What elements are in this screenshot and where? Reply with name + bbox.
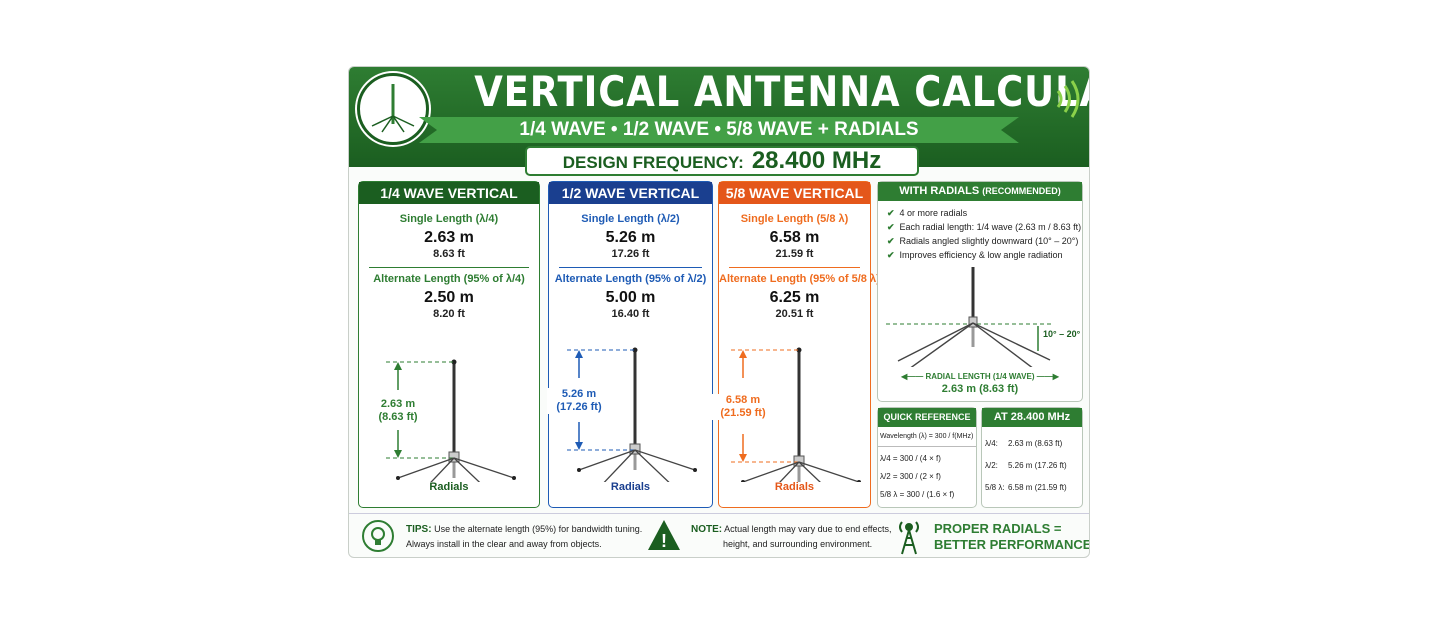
freq-label: DESIGN FREQUENCY: bbox=[562, 153, 744, 172]
check-icon: ✔ bbox=[887, 222, 895, 232]
radials-list: ✔ 4 or more radials ✔ Each radial length: … bbox=[878, 201, 1082, 261]
wavelength-formula: Wavelength (λ) = 300 / f(MHz) bbox=[878, 427, 976, 447]
warning-icon: ! bbox=[648, 520, 680, 551]
quick-reference-title: QUICK REFERENCE bbox=[878, 408, 976, 427]
list-item: ✔ Each radial length: 1/4 wave (2.63 m / … bbox=[887, 222, 1082, 232]
dimension-label: 6.58 m (21.59 ft) bbox=[711, 394, 775, 420]
list-item: ✔ Improves efficiency & low angle radiati… bbox=[887, 250, 1063, 260]
single-length-label: Single Length (λ/4) bbox=[399, 213, 499, 225]
divider bbox=[559, 267, 702, 268]
radials-box-title: WITH RADIALS (RECOMMENDED) bbox=[878, 182, 1082, 201]
tips-text: TIPS: Use the alternate length (95%) for… bbox=[406, 524, 643, 549]
lightbulb-icon bbox=[362, 520, 394, 552]
single-length-m: 2.63 m bbox=[424, 229, 474, 246]
alt-length-label: Alternate Length (95% of 5/8 λ) bbox=[719, 273, 880, 285]
dimension-label: 5.26 m (17.26 ft) bbox=[547, 388, 611, 414]
radio-tower-icon bbox=[899, 521, 919, 555]
at-freq-row: λ/4: 2.63 m (8.63 ft) bbox=[985, 439, 1063, 448]
radials-label: Radials bbox=[429, 481, 469, 493]
antenna-logo-icon bbox=[357, 73, 429, 145]
alt-length-label: Alternate Length (95% of λ/4) bbox=[373, 273, 525, 285]
at-frequency-title: AT 28.400 MHz bbox=[982, 408, 1082, 427]
alt-length-m: 5.00 m bbox=[605, 289, 656, 306]
single-length-ft: 8.63 ft bbox=[433, 248, 465, 260]
note-text: NOTE: Actual length may vary due to end … bbox=[691, 524, 892, 549]
divider bbox=[729, 267, 860, 268]
page-title: VERTICAL ANTENNA CALCULATOR bbox=[474, 67, 1089, 116]
dimension-label: 2.63 m (8.63 ft) bbox=[366, 398, 430, 424]
formula: λ/4 = 300 / (4 × f) bbox=[880, 454, 941, 463]
radials-diagram bbox=[886, 267, 1054, 367]
single-length-ft: 21.59 ft bbox=[775, 248, 814, 260]
at-freq-row: 5/8 λ: 6.58 m (21.59 ft) bbox=[985, 483, 1067, 492]
single-length-ft: 17.26 ft bbox=[611, 248, 650, 260]
radial-length-value: 2.63 m (8.63 ft) bbox=[941, 383, 1019, 395]
alt-length-ft: 16.40 ft bbox=[611, 308, 650, 320]
footer: TIPS: Use the alternate length (95%) for… bbox=[349, 513, 1090, 557]
at-frequency-box: AT 28.400 MHz λ/4: 2.63 m (8.63 ft) λ/2: 5… bbox=[981, 407, 1083, 508]
antenna-diagram bbox=[567, 347, 697, 482]
wave-column-1: 1/2 WAVE VERTICAL Single Length (λ/2) 5.… bbox=[547, 181, 713, 508]
check-icon: ✔ bbox=[887, 208, 895, 218]
column-title: 5/8 WAVE VERTICAL bbox=[719, 182, 870, 204]
design-frequency: DESIGN FREQUENCY: 28.400 MHz bbox=[525, 146, 919, 176]
single-length-label: Single Length (λ/2) bbox=[581, 213, 680, 225]
list-item: ✔ 4 or more radials bbox=[887, 208, 968, 218]
alt-length-ft: 20.51 ft bbox=[775, 308, 814, 320]
freq-value: 28.400 MHz bbox=[751, 147, 882, 174]
single-length-label: Single Length (5/8 λ) bbox=[740, 213, 849, 225]
single-length-m: 5.26 m bbox=[605, 229, 656, 246]
slogan: PROPER RADIALS = BETTER PERFORMANCE! bbox=[934, 521, 1090, 552]
at-freq-row: λ/2: 5.26 m (17.26 ft) bbox=[985, 461, 1067, 470]
divider bbox=[369, 267, 529, 268]
check-icon: ✔ bbox=[887, 236, 895, 246]
antenna-diagram bbox=[731, 347, 861, 482]
radials-label: Radials bbox=[610, 481, 651, 493]
formula: λ/2 = 300 / (2 × f) bbox=[880, 472, 941, 481]
antenna-calculator-card: VERTICAL ANTENNA CALCULATOR 1/4 WAVE • 1… bbox=[348, 66, 1090, 558]
radials-label: Radials bbox=[774, 481, 815, 493]
column-title: 1/4 WAVE VERTICAL bbox=[359, 182, 539, 204]
alt-length-m: 6.25 m bbox=[769, 289, 820, 306]
radials-box: WITH RADIALS (RECOMMENDED) ✔ 4 or more ra… bbox=[877, 181, 1083, 402]
list-item: ✔ Radials angled slightly downward (10° –… bbox=[887, 236, 1079, 246]
angle-label: 10° – 20° bbox=[1043, 329, 1081, 339]
formula: 5/8 λ = 300 / (1.6 × f) bbox=[880, 490, 955, 499]
svg-text:!: ! bbox=[661, 531, 667, 551]
wave-column-2: 5/8 WAVE VERTICAL Single Length (5/8 λ) … bbox=[711, 181, 880, 508]
check-icon: ✔ bbox=[887, 250, 895, 260]
radial-length-label: RADIAL LENGTH (1/4 WAVE) bbox=[925, 372, 1035, 381]
alt-length-m: 2.50 m bbox=[424, 289, 474, 306]
antenna-diagram bbox=[386, 359, 516, 482]
alt-length-label: Alternate Length (95% of λ/2) bbox=[554, 273, 707, 285]
radial-length: ◀—— RADIAL LENGTH (1/4 WAVE) ——▶ 2.63 m … bbox=[878, 372, 1082, 395]
subtitle-ribbon: 1/4 WAVE • 1/2 WAVE • 5/8 WAVE + RADIALS bbox=[419, 117, 1019, 143]
signal-waves-icon bbox=[1056, 80, 1080, 118]
wave-column-0: 1/4 WAVE VERTICAL Single Length (λ/4) 2.… bbox=[358, 181, 540, 508]
single-length-m: 6.58 m bbox=[769, 229, 820, 246]
quick-reference-box: QUICK REFERENCE Wavelength (λ) = 300 / f… bbox=[877, 407, 977, 508]
header: VERTICAL ANTENNA CALCULATOR 1/4 WAVE • 1… bbox=[349, 67, 1089, 167]
column-title: 1/2 WAVE VERTICAL bbox=[549, 182, 712, 204]
alt-length-ft: 8.20 ft bbox=[433, 308, 465, 320]
